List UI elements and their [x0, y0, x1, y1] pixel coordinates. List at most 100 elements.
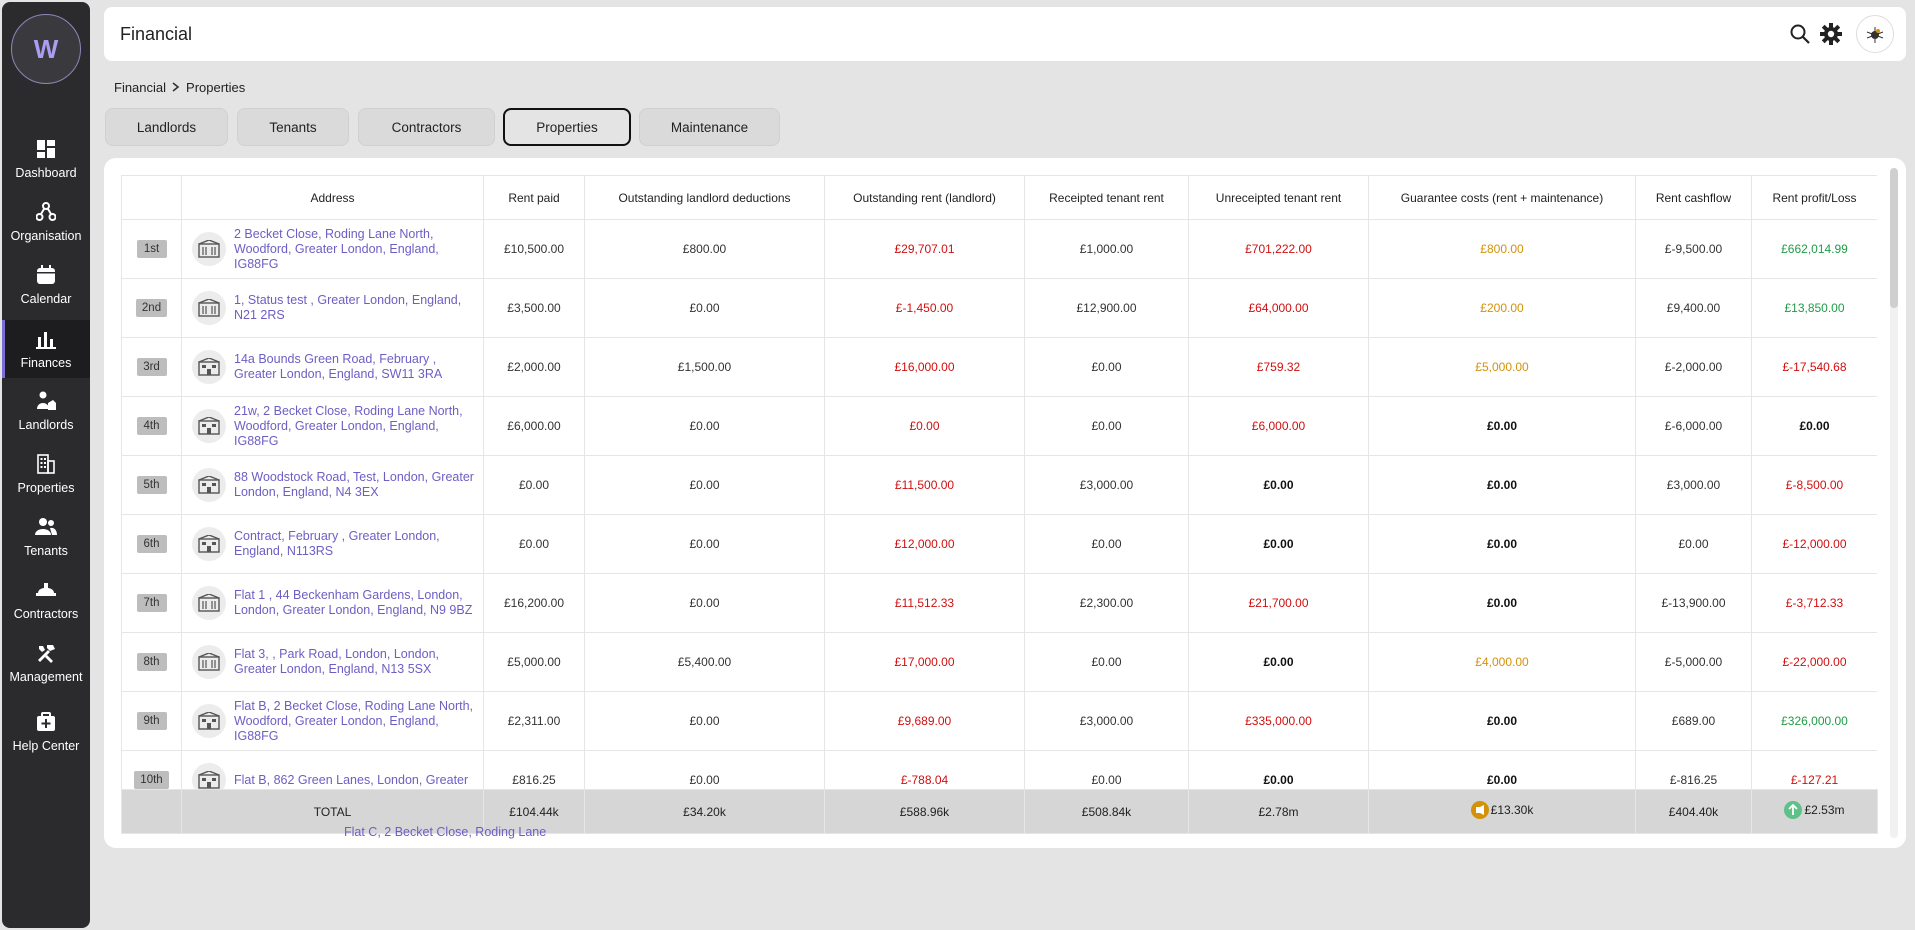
- unreceipted-rent-cell: £0.00: [1188, 514, 1369, 574]
- property-address-link[interactable]: Flat B, 862 Green Lanes, London, Greater: [234, 772, 469, 787]
- scrollbar-thumb[interactable]: [1890, 168, 1898, 308]
- rent-paid-cell: £3,500.00: [483, 278, 585, 338]
- rent-cashflow-cell: £9,400.00: [1635, 278, 1752, 338]
- landlord-deductions-cell: £800.00: [584, 219, 825, 279]
- address-cell: Flat B, 2 Becket Close, Roding Lane Nort…: [181, 691, 484, 751]
- avatar[interactable]: [1856, 15, 1894, 53]
- property-building-icon: [192, 527, 226, 561]
- property-address-link[interactable]: Flat 1 , 44 Beckenham Gardens, London, L…: [234, 588, 473, 617]
- rent-profit-loss-cell: £-3,712.33: [1751, 573, 1877, 633]
- rank-badge: 5th: [136, 476, 167, 494]
- landlords-icon: [35, 390, 57, 412]
- table-row[interactable]: 2nd 1, Status test , Greater London, Engl…: [121, 278, 1877, 338]
- unreceipted-rent-cell: £335,000.00: [1188, 691, 1369, 751]
- sidebar-item-contractors[interactable]: Contractors: [2, 563, 90, 621]
- vertical-scrollbar[interactable]: [1890, 168, 1898, 838]
- tab-maintenance[interactable]: Maintenance: [639, 108, 780, 146]
- rent-cashflow-cell: £-5,000.00: [1635, 632, 1752, 692]
- property-address-link[interactable]: 88 Woodstock Road, Test, London, Greater…: [234, 470, 474, 499]
- help-center-icon: [35, 711, 57, 733]
- receipted-rent-cell: £3,000.00: [1024, 455, 1189, 515]
- rent-cashflow-cell: £-6,000.00: [1635, 396, 1752, 456]
- sidebar-item-organisation[interactable]: Organisation: [2, 185, 90, 243]
- property-address-link[interactable]: Contract, February , Greater London, Eng…: [234, 529, 440, 558]
- property-address-link[interactable]: 21w, 2 Becket Close, Roding Lane North, …: [234, 403, 463, 448]
- total-row: TOTAL £104.44k £34.20k £588.96k £508.84k…: [121, 789, 1878, 834]
- column-header-outstanding-rent[interactable]: Outstanding rent (landlord): [824, 175, 1025, 220]
- address-cell: Contract, February , Greater London, Eng…: [181, 514, 484, 574]
- address-cell: 1, Status test , Greater London, England…: [181, 278, 484, 338]
- table-row[interactable]: 8th Flat 3, , Park Road, London, London, …: [121, 632, 1877, 692]
- column-header-landlord-deductions[interactable]: Outstanding landlord deductions: [584, 175, 825, 220]
- column-header-rent-cashflow[interactable]: Rent cashflow: [1635, 175, 1752, 220]
- property-address-link[interactable]: Flat 3, , Park Road, London, London, Gre…: [234, 647, 439, 676]
- outstanding-rent-cell: £29,707.01: [824, 219, 1025, 279]
- app-logo[interactable]: W: [11, 14, 81, 84]
- column-header-guarantee-costs[interactable]: Guarantee costs (rent + maintenance): [1368, 175, 1636, 220]
- sidebar-item-label: Calendar: [20, 292, 72, 306]
- receipted-rent-cell: £12,900.00: [1024, 278, 1189, 338]
- receipted-rent-cell: £0.00: [1024, 632, 1189, 692]
- table-row[interactable]: 7th Flat 1 , 44 Beckenham Gardens, London…: [121, 573, 1877, 633]
- outstanding-rent-cell: £9,689.00: [824, 691, 1025, 751]
- sidebar-item-label: Organisation: [10, 229, 82, 243]
- sidebar-item-label: Management: [9, 670, 83, 684]
- sidebar-item-management[interactable]: Management: [2, 626, 90, 684]
- rent-profit-loss-cell: £0.00: [1751, 396, 1877, 456]
- column-header-unreceipted-rent[interactable]: Unreceipted tenant rent: [1188, 175, 1369, 220]
- total-receipted-rent: £508.84k: [1024, 789, 1189, 834]
- sidebar-item-properties[interactable]: Properties: [2, 437, 90, 495]
- property-address-link[interactable]: Flat B, 2 Becket Close, Roding Lane Nort…: [234, 698, 474, 743]
- partial-row-address[interactable]: Flat C, 2 Becket Close, Roding Lane: [344, 826, 547, 839]
- rent-paid-cell: £2,311.00: [483, 691, 585, 751]
- guarantee-costs-cell: £200.00: [1368, 278, 1636, 338]
- rent-paid-cell: £10,500.00: [483, 219, 585, 279]
- table-row[interactable]: 3rd 14a Bounds Green Road, February , Gre…: [121, 337, 1877, 397]
- tab-contractors[interactable]: Contractors: [358, 108, 495, 146]
- table-row[interactable]: 4th 21w, 2 Becket Close, Roding Lane Nort…: [121, 396, 1877, 456]
- sidebar-item-label: Dashboard: [15, 166, 77, 180]
- table-row[interactable]: 9th Flat B, 2 Becket Close, Roding Lane N…: [121, 691, 1877, 751]
- column-header-receipted-rent[interactable]: Receipted tenant rent: [1024, 175, 1189, 220]
- tab-properties[interactable]: Properties: [503, 108, 631, 146]
- tab-landlords[interactable]: Landlords: [105, 108, 228, 146]
- table-row[interactable]: 6th Contract, February , Greater London, …: [121, 514, 1877, 574]
- column-header-rent-paid[interactable]: Rent paid: [483, 175, 585, 220]
- sidebar-item-help-center[interactable]: Help Center: [2, 695, 90, 753]
- property-address-link[interactable]: 1, Status test , Greater London, England…: [234, 293, 462, 322]
- rent-profit-loss-cell: £662,014.99: [1751, 219, 1877, 279]
- chevron-right-icon: [172, 80, 180, 95]
- property-address-link[interactable]: 14a Bounds Green Road, February , Greate…: [234, 352, 443, 381]
- sidebar-item-label: Contractors: [13, 607, 79, 621]
- header-bar: Financial: [104, 7, 1906, 61]
- column-header-rent-profit-loss[interactable]: Rent profit/Loss: [1751, 175, 1877, 220]
- guarantee-costs-cell: £0.00: [1368, 691, 1636, 751]
- table-scroll-area[interactable]: Address Rent paid Outstanding landlord d…: [121, 175, 1877, 843]
- calendar-icon: [35, 264, 57, 286]
- outstanding-rent-cell: £16,000.00: [824, 337, 1025, 397]
- rent-cashflow-cell: £3,000.00: [1635, 455, 1752, 515]
- gear-icon[interactable]: [1820, 23, 1842, 45]
- unreceipted-rent-cell: £0.00: [1188, 632, 1369, 692]
- sidebar-item-tenants[interactable]: Tenants: [2, 500, 90, 558]
- property-building-icon: [192, 704, 226, 738]
- dashboard-icon: [35, 138, 57, 160]
- tab-tenants[interactable]: Tenants: [237, 108, 349, 146]
- sidebar-item-calendar[interactable]: Calendar: [2, 248, 90, 306]
- sidebar-item-label: Finances: [20, 356, 72, 370]
- search-icon[interactable]: [1789, 23, 1811, 45]
- breadcrumb-current: Properties: [186, 80, 246, 95]
- organisation-icon: [35, 201, 57, 223]
- rent-profit-loss-cell: £-17,540.68: [1751, 337, 1877, 397]
- unreceipted-rent-cell: £701,222.00: [1188, 219, 1369, 279]
- breadcrumb-root[interactable]: Financial: [114, 80, 167, 95]
- sidebar-item-finances[interactable]: Finances: [2, 320, 90, 378]
- table-row[interactable]: 5th 88 Woodstock Road, Test, London, Grea…: [121, 455, 1877, 515]
- property-address-link[interactable]: 2 Becket Close, Roding Lane North, Woodf…: [234, 226, 439, 271]
- sidebar-item-landlords[interactable]: Landlords: [2, 374, 90, 432]
- sidebar-item-dashboard[interactable]: Dashboard: [2, 122, 90, 180]
- column-header-address[interactable]: Address: [181, 175, 484, 220]
- rent-cashflow-cell: £-13,900.00: [1635, 573, 1752, 633]
- table-row[interactable]: 1st 2 Becket Close, Roding Lane North, Wo…: [121, 219, 1877, 279]
- landlord-deductions-cell: £0.00: [584, 573, 825, 633]
